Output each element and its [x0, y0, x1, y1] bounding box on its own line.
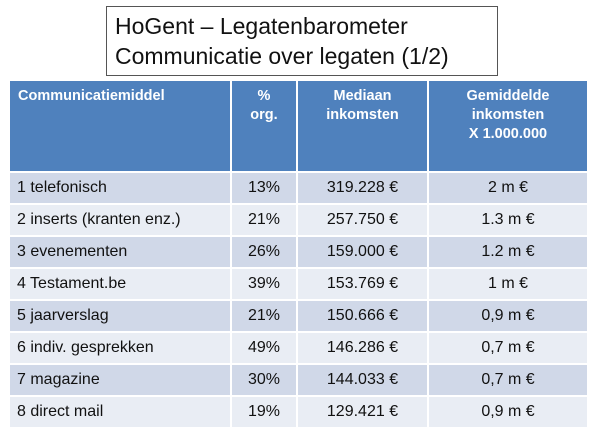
table-header-row: Communicatiemiddel % org. Mediaan inkoms… — [10, 81, 587, 172]
cell-mediaan: 146.286 € — [297, 331, 429, 364]
cell-pct: 39% — [231, 267, 298, 300]
cell-gemiddelde: 2 m € — [428, 171, 587, 204]
cell-middel: 5 jaarverslag — [10, 299, 232, 332]
cell-pct: 26% — [231, 235, 298, 268]
table-row: 2 inserts (kranten enz.) 21% 257.750 € 1… — [10, 203, 587, 236]
cell-middel: 8 direct mail — [10, 395, 232, 427]
header-communicatiemiddel: Communicatiemiddel — [10, 81, 232, 172]
cell-pct: 19% — [231, 395, 298, 427]
cell-middel: 2 inserts (kranten enz.) — [10, 203, 232, 236]
cell-gemiddelde: 0,9 m € — [428, 299, 587, 332]
legaten-table: Communicatiemiddel % org. Mediaan inkoms… — [10, 81, 587, 427]
cell-pct: 21% — [231, 299, 298, 332]
table-row: 8 direct mail 19% 129.421 € 0,9 m € — [10, 395, 587, 427]
cell-mediaan: 144.033 € — [297, 363, 429, 396]
cell-middel: 7 magazine — [10, 363, 232, 396]
cell-gemiddelde: 0,9 m € — [428, 395, 587, 427]
cell-pct: 30% — [231, 363, 298, 396]
slide-title: HoGent – Legatenbarometer Communicatie o… — [106, 6, 498, 76]
cell-gemiddelde: 0,7 m € — [428, 331, 587, 364]
cell-gemiddelde: 1 m € — [428, 267, 587, 300]
cell-gemiddelde: 1.2 m € — [428, 235, 587, 268]
title-line-1: HoGent – Legatenbarometer — [115, 13, 408, 39]
cell-middel: 6 indiv. gesprekken — [10, 331, 232, 364]
cell-mediaan: 159.000 € — [297, 235, 429, 268]
cell-middel: 4 Testament.be — [10, 267, 232, 300]
table-row: 3 evenementen 26% 159.000 € 1.2 m € — [10, 235, 587, 268]
cell-pct: 13% — [231, 171, 298, 204]
cell-gemiddelde: 1.3 m € — [428, 203, 587, 236]
cell-mediaan: 150.666 € — [297, 299, 429, 332]
table-row: 4 Testament.be 39% 153.769 € 1 m € — [10, 267, 587, 300]
cell-pct: 49% — [231, 331, 298, 364]
header-mediaan-inkomsten: Mediaan inkomsten — [297, 81, 429, 172]
cell-gemiddelde: 0,7 m € — [428, 363, 587, 396]
table-row: 7 magazine 30% 144.033 € 0,7 m € — [10, 363, 587, 396]
table-row: 6 indiv. gesprekken 49% 146.286 € 0,7 m … — [10, 331, 587, 364]
cell-mediaan: 153.769 € — [297, 267, 429, 300]
table-row: 1 telefonisch 13% 319.228 € 2 m € — [10, 171, 587, 204]
header-gemiddelde-inkomsten: Gemiddelde inkomsten X 1.000.000 — [428, 81, 587, 172]
title-line-2: Communicatie over legaten (1/2) — [115, 43, 449, 69]
cell-middel: 1 telefonisch — [10, 171, 232, 204]
header-pct-org: % org. — [231, 81, 298, 172]
table-row: 5 jaarverslag 21% 150.666 € 0,9 m € — [10, 299, 587, 332]
cell-middel: 3 evenementen — [10, 235, 232, 268]
cell-pct: 21% — [231, 203, 298, 236]
cell-mediaan: 129.421 € — [297, 395, 429, 427]
cell-mediaan: 319.228 € — [297, 171, 429, 204]
cell-mediaan: 257.750 € — [297, 203, 429, 236]
